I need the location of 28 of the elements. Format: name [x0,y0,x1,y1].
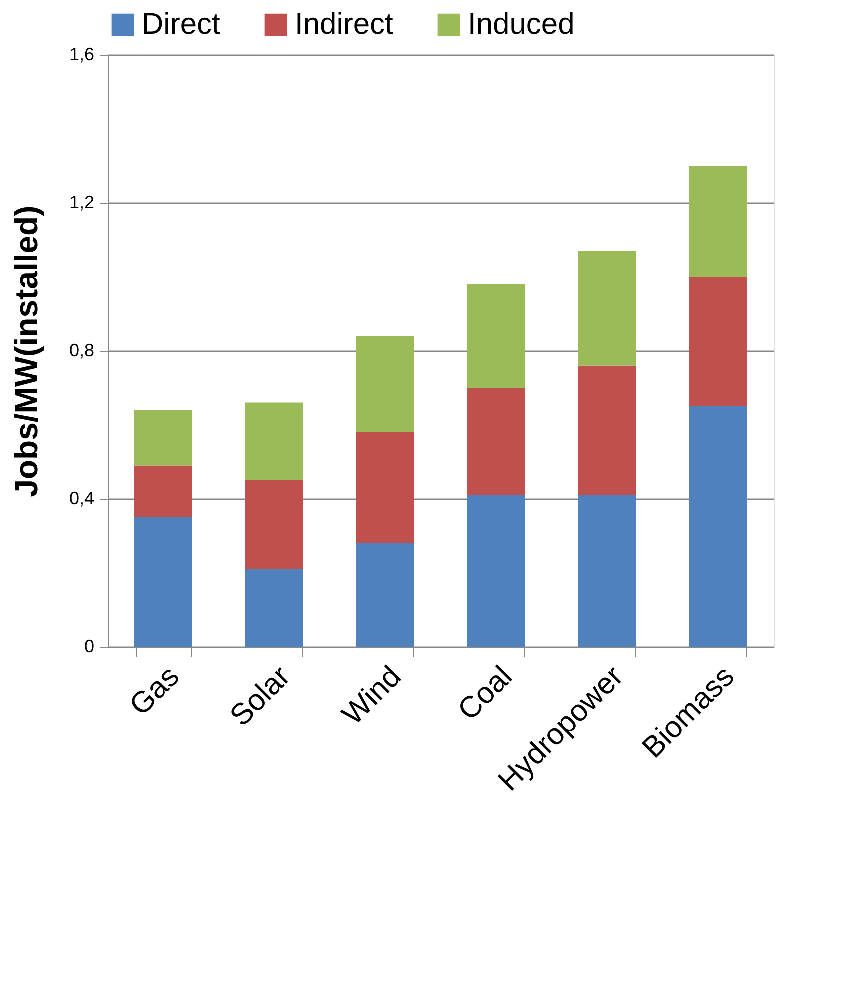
bar [578,366,636,496]
bar [468,284,526,388]
bar [134,518,192,647]
y-tick-label: 0 [84,636,94,656]
bar [690,406,748,647]
bar [134,466,192,518]
bar [356,432,414,544]
bar [578,495,636,647]
y-tick-label: 0,4 [69,488,94,508]
bar [468,495,526,647]
y-tick-label: 0,8 [69,340,94,360]
bar [134,410,192,466]
bar [246,569,304,647]
legend-label: Indirect [295,8,394,41]
bar [690,277,748,406]
bar [468,388,526,496]
bar [578,251,636,366]
bar [246,480,304,570]
y-tick-label: 1,2 [69,192,94,212]
legend-label: Induced [468,8,575,41]
bar [356,336,414,432]
bar [246,402,304,480]
y-tick-label: 1,6 [69,44,94,64]
legend-label: Direct [142,8,222,41]
y-axis-title: Jobs/MW(installed) [8,206,44,498]
bar [690,166,748,277]
x-tick-label: Gas [124,660,186,722]
bar [356,543,414,647]
